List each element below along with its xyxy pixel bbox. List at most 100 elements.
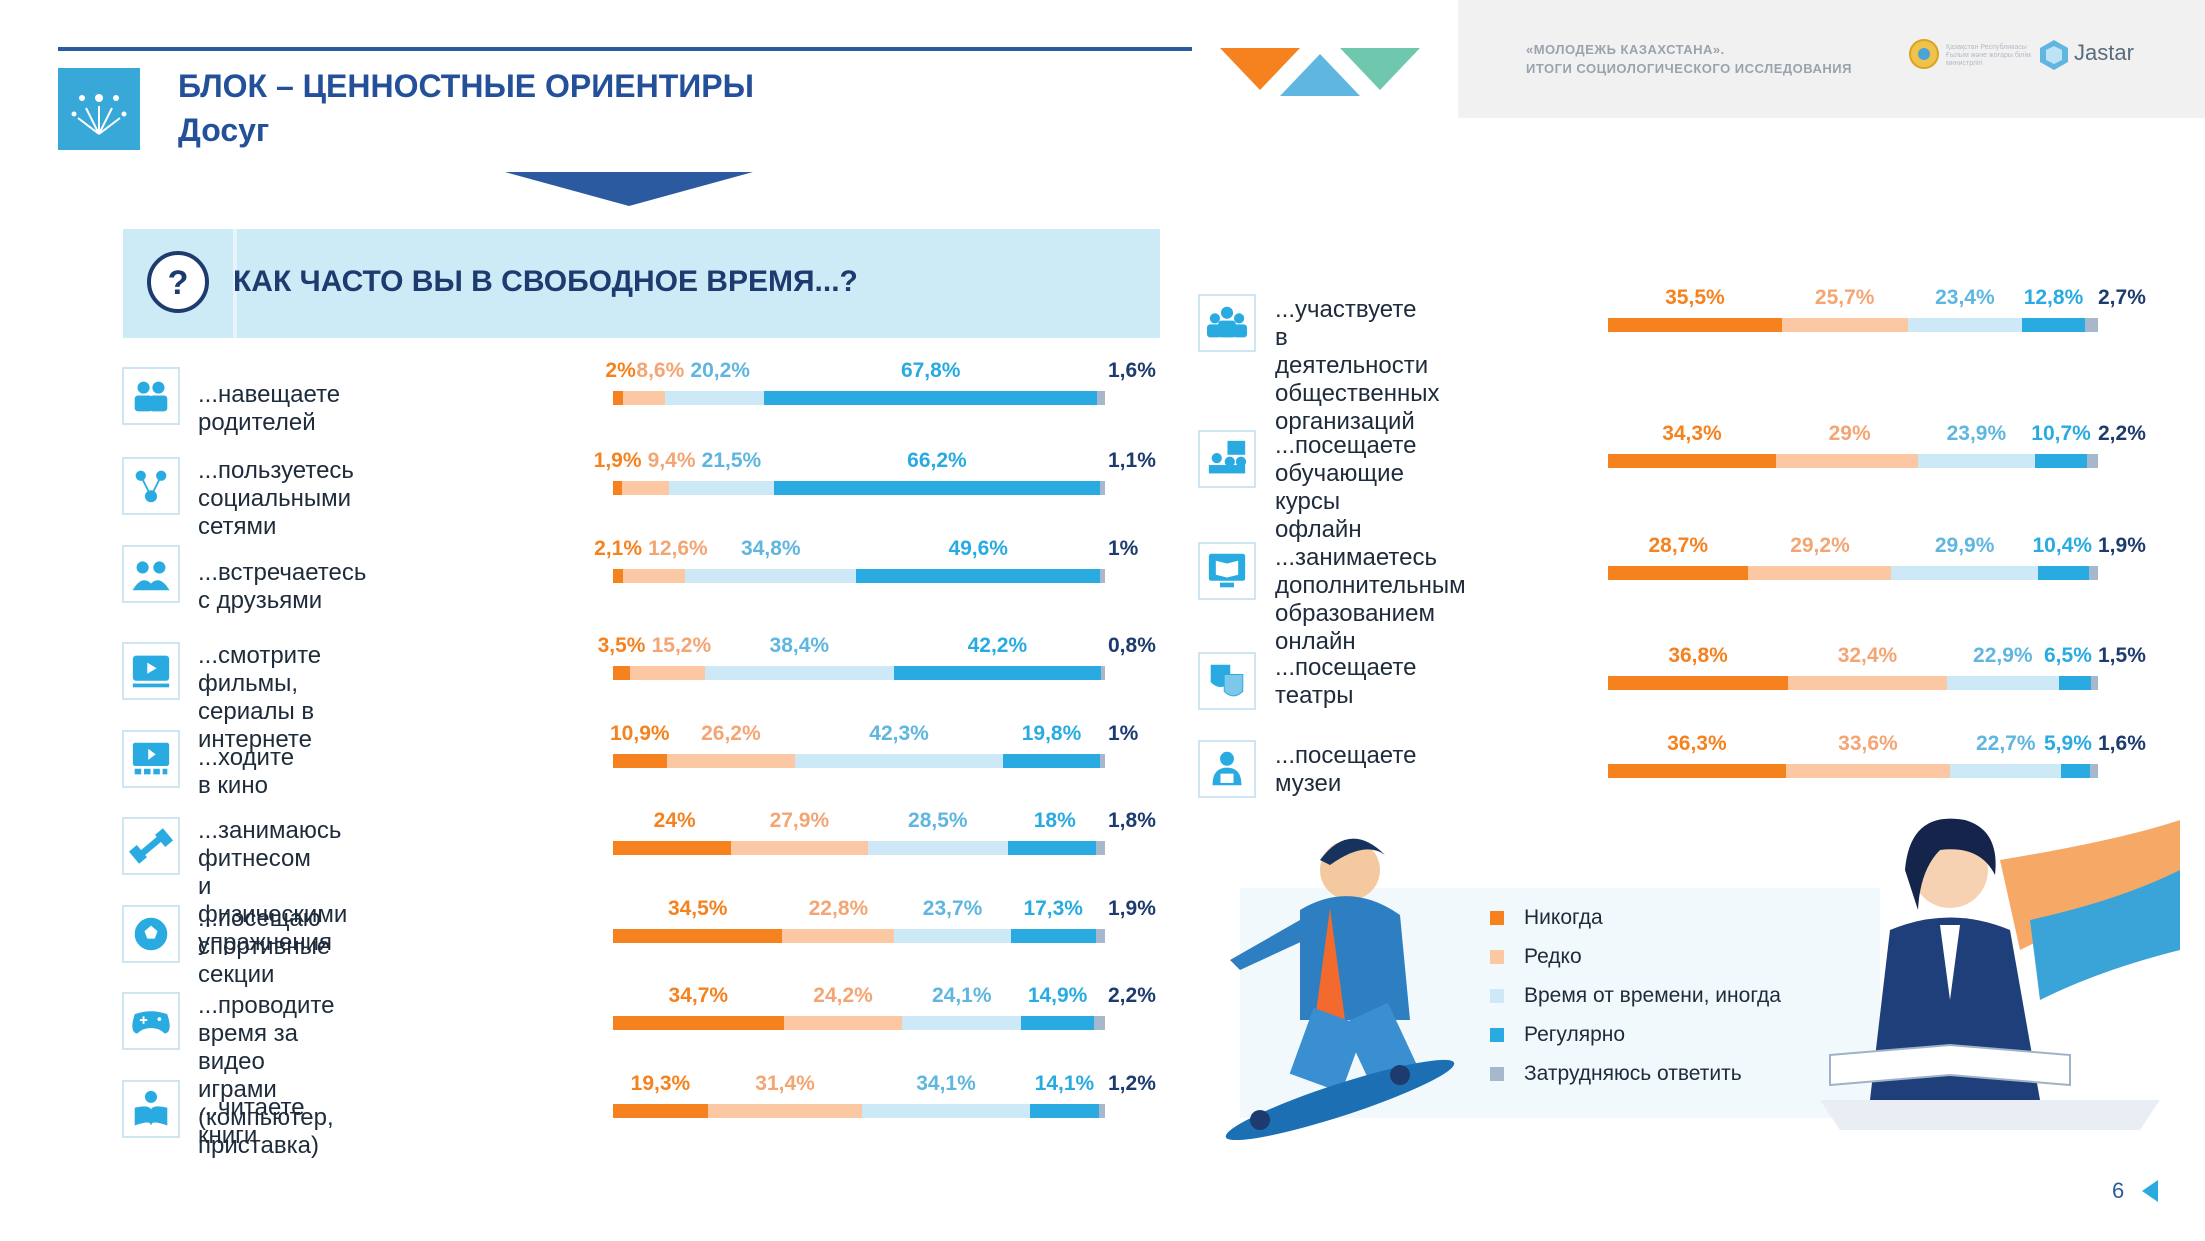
project-line-2: ИТОГИ СОЦИОЛОГИЧЕСКОГО ИССЛЕДОВАНИЯ xyxy=(1526,61,1852,76)
bar-segment-rarely xyxy=(707,1104,863,1118)
value-label-never: 35,5% xyxy=(1665,286,1725,309)
row-label-line: играми (компьютер, приставка) xyxy=(198,1076,334,1159)
row-label-line: ...занимаюсь фитнесом xyxy=(198,817,342,872)
page-number: 6 xyxy=(2112,1178,2125,1203)
online-book-icon xyxy=(1198,542,1256,600)
value-label-rarely: 33,6% xyxy=(1838,732,1898,755)
row-label: ...занимаетесь дополнительным образованием… xyxy=(1275,544,1466,656)
legend-label: Затрудняюсь ответить xyxy=(1524,1062,1742,1085)
bar-segment-dont_know xyxy=(1100,569,1105,583)
bar-segment-sometimes xyxy=(1946,676,2059,690)
value-label-rarely: 31,4% xyxy=(755,1072,815,1095)
dumbbell-icon xyxy=(122,817,180,875)
emblem-caption: Қазақстан Республикасы Ғылым және жоғары… xyxy=(1946,44,2031,67)
value-label-sometimes: 34,1% xyxy=(916,1072,976,1095)
question-banner: ? КАК ЧАСТО ВЫ В СВОБОДНОЕ ВРЕМЯ...? xyxy=(123,229,1160,338)
row-label-line: ...навещаете родителей xyxy=(198,381,341,436)
value-label-regularly: 18% xyxy=(1033,809,1076,832)
value-label-dont_know: 1,5% xyxy=(2098,644,2146,667)
project-title: «МОЛОДЕЖЬ КАЗАХСТАНА». ИТОГИ СОЦИОЛОГИЧЕ… xyxy=(1526,40,1852,78)
value-label-regularly: 17,3% xyxy=(1023,897,1083,920)
value-label-regularly: 67,8% xyxy=(900,359,961,382)
value-label-sometimes: 34,8% xyxy=(741,537,801,560)
bar-segment-rarely xyxy=(666,754,796,768)
bar-segment-regularly xyxy=(2034,454,2088,468)
brand-name: Jastar xyxy=(2074,40,2134,65)
bar-segment-sometimes xyxy=(795,754,1003,768)
value-label-sometimes: 21,5% xyxy=(701,449,762,472)
value-label-dont_know: 1,6% xyxy=(1108,359,1156,382)
bar-segment-sometimes xyxy=(894,929,1011,943)
row-label-line: социальными сетями xyxy=(198,485,352,540)
question-text: КАК ЧАСТО ВЫ В СВОБОДНОЕ ВРЕМЯ...? xyxy=(233,265,858,298)
bar-segment-sometimes xyxy=(1907,318,2023,332)
bar-segment-never xyxy=(1608,318,1782,332)
value-label-regularly: 14,1% xyxy=(1034,1072,1095,1095)
value-label-sometimes: 38,4% xyxy=(769,634,830,657)
bar-segment-regularly xyxy=(1010,929,1096,943)
bar-segment-sometimes xyxy=(1917,454,2035,468)
decor-triangles xyxy=(1220,48,1440,103)
row-label-line: сериалы в интернете xyxy=(198,698,315,753)
row-label-line: ...встречаетесь с друзьями xyxy=(198,559,367,614)
bar-segment-sometimes xyxy=(1950,764,2062,778)
bar-segment-sometimes xyxy=(685,569,857,583)
bar-segment-sometimes xyxy=(668,481,775,495)
football-icon xyxy=(122,905,180,963)
row-label-line: организаций xyxy=(1275,408,1415,435)
bar-segment-sometimes xyxy=(902,1016,1021,1030)
value-label-dont_know: 2,7% xyxy=(2098,286,2146,309)
value-label-never: 28,7% xyxy=(1648,534,1709,557)
row-label-line: ...участвуете xyxy=(1275,296,1417,323)
bar-segment-never xyxy=(613,754,667,768)
legend-item-regularly: Регулярно xyxy=(1490,1023,1625,1047)
value-label-sometimes: 22,9% xyxy=(1973,644,2033,667)
value-label-regularly: 19,8% xyxy=(1021,722,1082,745)
skateboarder-illustration xyxy=(1180,820,1470,1145)
page-title: БЛОК – ЦЕННОСТНЫЕ ОРИЕНТИРЫ xyxy=(178,68,754,104)
bar-segment-dont_know xyxy=(2090,764,2098,778)
museum-visitor-icon xyxy=(1198,740,1256,798)
fireworks-icon xyxy=(58,68,140,150)
bar-segment-dont_know xyxy=(1094,1016,1105,1030)
value-label-never: 2,1% xyxy=(594,537,643,560)
row-label-line: ...смотрите фильмы, xyxy=(198,642,322,697)
value-label-sometimes: 23,4% xyxy=(1935,286,1995,309)
bar-segment-dont_know xyxy=(2087,454,2098,468)
value-label-sometimes: 23,7% xyxy=(922,897,983,920)
value-label-never: 36,8% xyxy=(1668,644,1728,667)
bar-segment-dont_know xyxy=(1100,754,1105,768)
value-label-sometimes: 20,2% xyxy=(690,359,750,382)
header-divider xyxy=(58,47,1192,51)
row-label-line: ...пользуетесь xyxy=(198,457,354,484)
bar-segment-regularly xyxy=(2061,764,2091,778)
bar-segment-dont_know xyxy=(1099,1104,1105,1118)
row-label: ...посещаете музеи xyxy=(1275,742,1416,798)
bar-segment-dont_know xyxy=(1099,481,1105,495)
value-label-sometimes: 42,3% xyxy=(869,722,929,745)
row-label: ...смотрите фильмы, сериалы в интернете xyxy=(198,642,321,754)
bar-segment-rarely xyxy=(1748,566,1892,580)
bar-segment-rarely xyxy=(782,929,895,943)
bar-segment-regularly xyxy=(1020,1016,1095,1030)
legend-swatch xyxy=(1490,1067,1504,1081)
bar-segment-sometimes xyxy=(704,666,894,680)
value-label-never: 1,9% xyxy=(593,449,642,472)
bar-segment-regularly xyxy=(893,666,1102,680)
bar-segment-never xyxy=(1608,676,1789,690)
bar-segment-never xyxy=(613,666,631,680)
bar-segment-rarely xyxy=(730,841,868,855)
bar-segment-rarely xyxy=(1775,454,1918,468)
value-label-regularly: 10,7% xyxy=(2031,422,2091,445)
value-label-dont_know: 1% xyxy=(1108,722,1139,745)
value-label-regularly: 49,6% xyxy=(948,537,1008,560)
value-label-regularly: 10,4% xyxy=(2032,534,2093,557)
value-label-sometimes: 24,1% xyxy=(931,984,992,1007)
value-label-rarely: 26,2% xyxy=(701,722,761,745)
value-label-rarely: 25,7% xyxy=(1814,286,1875,309)
value-label-dont_know: 2,2% xyxy=(1108,984,1156,1007)
row-label: ...пользуетесь социальными сетями xyxy=(198,457,354,541)
family-icon xyxy=(122,367,180,425)
reading-woman-illustration xyxy=(1800,800,2180,1145)
bar-segment-never xyxy=(613,841,731,855)
